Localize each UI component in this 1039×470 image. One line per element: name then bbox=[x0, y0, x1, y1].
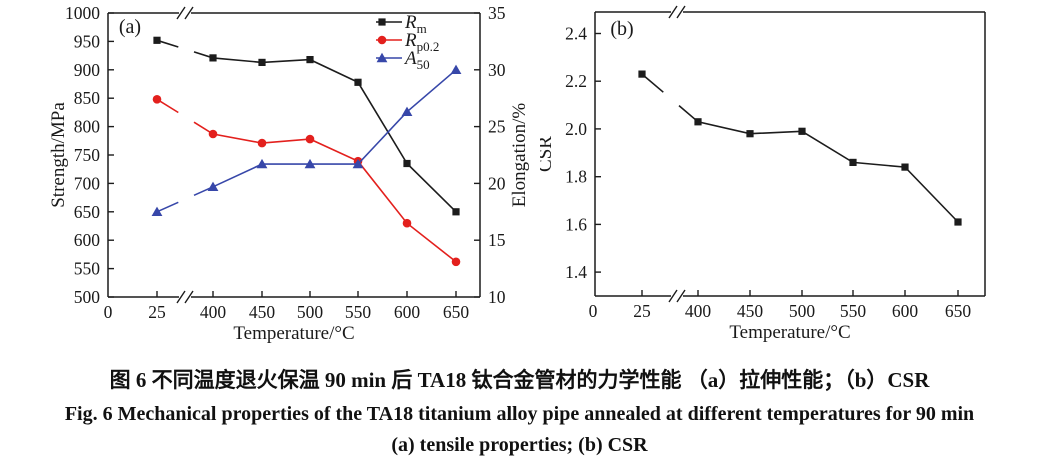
svg-text:500: 500 bbox=[789, 301, 816, 321]
svg-text:800: 800 bbox=[74, 117, 101, 137]
svg-text:550: 550 bbox=[345, 302, 372, 322]
series-Rp0.2 bbox=[152, 95, 461, 267]
svg-text:0: 0 bbox=[589, 301, 598, 321]
svg-text:30: 30 bbox=[488, 60, 506, 80]
svg-text:10: 10 bbox=[488, 287, 506, 307]
svg-text:850: 850 bbox=[74, 88, 101, 108]
svg-text:25: 25 bbox=[488, 117, 506, 137]
axes-frame bbox=[594, 5, 986, 303]
svg-text:25: 25 bbox=[148, 302, 166, 322]
svg-text:2.0: 2.0 bbox=[565, 119, 587, 139]
caption-chinese: 图 6 不同温度退火保温 90 min 后 TA18 钛合金管材的力学性能 （a… bbox=[109, 368, 930, 392]
axis-break-mark bbox=[176, 6, 194, 20]
panel-label: (a) bbox=[119, 16, 141, 38]
svg-text:0: 0 bbox=[104, 302, 113, 322]
x-axis-title: Temperature/°C bbox=[233, 323, 354, 344]
svg-text:550: 550 bbox=[74, 259, 101, 279]
tick-marks bbox=[108, 12, 480, 298]
svg-text:400: 400 bbox=[685, 301, 712, 321]
chart-b-csr: 1.4 1.6 1.8 2.0 2.2 2.4 0 25 400 450 500 550 600 650 T… bbox=[540, 5, 986, 343]
tick-labels: 500 550 600 650 700 750 800 850 900 950 1000 10 15 20… bbox=[65, 3, 506, 322]
svg-text:500: 500 bbox=[297, 302, 324, 322]
svg-text:450: 450 bbox=[737, 301, 764, 321]
y-axis-title: Strength/MPa bbox=[48, 102, 69, 208]
series-CSR bbox=[638, 70, 962, 226]
axis-break-mark bbox=[668, 289, 686, 303]
axis-break-mark bbox=[668, 5, 686, 19]
svg-text:600: 600 bbox=[892, 301, 919, 321]
svg-text:400: 400 bbox=[200, 302, 227, 322]
caption-subcaption: (a) tensile properties; (b) CSR bbox=[391, 434, 648, 456]
svg-text:650: 650 bbox=[945, 301, 972, 321]
figure-caption: 图 6 不同温度退火保温 90 min 后 TA18 钛合金管材的力学性能 （a… bbox=[0, 352, 1039, 457]
svg-text:1000: 1000 bbox=[65, 3, 100, 23]
svg-text:2.2: 2.2 bbox=[565, 71, 587, 91]
svg-text:650: 650 bbox=[74, 202, 101, 222]
svg-text:750: 750 bbox=[74, 145, 101, 165]
svg-text:900: 900 bbox=[74, 60, 101, 80]
svg-text:1.4: 1.4 bbox=[565, 262, 587, 282]
svg-text:950: 950 bbox=[74, 31, 101, 51]
svg-text:1.6: 1.6 bbox=[565, 214, 587, 234]
svg-text:650: 650 bbox=[443, 302, 470, 322]
svg-text:15: 15 bbox=[488, 230, 506, 250]
svg-text:25: 25 bbox=[633, 301, 651, 321]
svg-text:600: 600 bbox=[394, 302, 421, 322]
series-Rm bbox=[153, 36, 460, 216]
series-A50 bbox=[151, 64, 462, 216]
svg-text:2.4: 2.4 bbox=[565, 24, 587, 44]
axis-break-mark bbox=[176, 290, 194, 304]
tick-labels: 1.4 1.6 1.8 2.0 2.2 2.4 0 25 400 450 500 550 600 650 bbox=[565, 24, 971, 322]
svg-text:700: 700 bbox=[74, 173, 101, 193]
svg-text:20: 20 bbox=[488, 173, 506, 193]
x-axis-title: Temperature/°C bbox=[729, 322, 850, 343]
svg-text:35: 35 bbox=[488, 3, 506, 23]
svg-text:600: 600 bbox=[74, 230, 101, 250]
svg-text:1.8: 1.8 bbox=[565, 167, 587, 187]
right-axis-title: Elongation/% bbox=[509, 103, 530, 208]
svg-text:500: 500 bbox=[74, 287, 101, 307]
chart-a-tensile-properties: 500 550 600 650 700 750 800 850 900 950 1000 10 15 20… bbox=[48, 3, 530, 344]
tick-marks bbox=[595, 32, 959, 296]
svg-text:550: 550 bbox=[840, 301, 867, 321]
caption-english: Fig. 6 Mechanical properties of the TA18… bbox=[64, 403, 975, 425]
panel-label: (b) bbox=[610, 18, 633, 40]
svg-text:450: 450 bbox=[249, 302, 276, 322]
y-axis-title: CSR bbox=[540, 136, 556, 172]
